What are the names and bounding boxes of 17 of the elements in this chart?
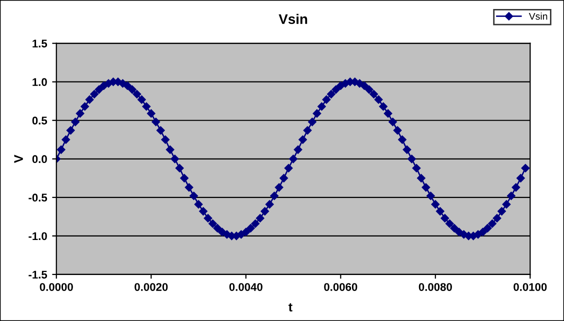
x-tick-label: 0.0100 [514,283,547,291]
y-tick-label: 0.0 [32,155,47,164]
x-axis-title: t [288,303,292,312]
x-tick-label: 0.0040 [229,283,262,291]
x-tick-label: 0.0060 [324,283,358,291]
legend-label: Vsin [528,12,548,20]
y-tick-label: -1.0 [28,232,47,240]
y-tick-label: 0.5 [32,116,48,125]
y-tick-label: -0.5 [28,194,48,202]
x-tick-label: 0.0000 [40,283,73,291]
x-tick-label: 0.0080 [418,283,452,291]
x-tick-label: 0.0020 [134,283,168,291]
y-tick-label: 1.0 [32,78,47,86]
y-axis-title: V [14,154,23,163]
chart-title: Vsin [278,14,308,24]
y-tick-label: -1.5 [28,270,48,279]
y-tick-label: 1.5 [32,40,48,48]
